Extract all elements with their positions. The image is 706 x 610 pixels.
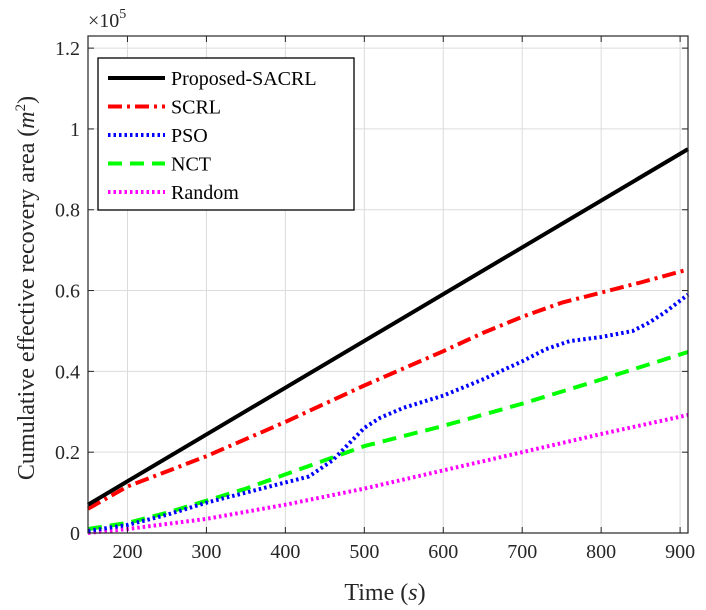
x-axis-label-var: s	[408, 580, 417, 606]
y-axis-exponent: ×105	[88, 7, 126, 32]
plot-frame	[87, 35, 689, 534]
axis-ticks: 200 300 400 500 600 700 800 900 0 0.2 0.4 0.6 0.8 1 1.…	[55, 36, 695, 563]
x-axis-label: Time (s)	[344, 580, 425, 606]
x-axis-label-main: Time (	[344, 580, 408, 606]
x-tick-label: 600	[428, 541, 458, 563]
x-tick-label: 400	[270, 541, 300, 563]
y-tick-label: 0	[70, 523, 80, 545]
y-axis-label-close: )	[14, 96, 40, 104]
y-tick-label: 0.2	[55, 442, 80, 464]
y-tick-label: 0.4	[55, 361, 80, 383]
y-tick-label: 0.8	[55, 200, 80, 222]
x-tick-label: 900	[665, 541, 695, 563]
series-line-proposed-sacrl	[86, 147, 690, 507]
series-line-random	[87, 413, 689, 535]
legend: Proposed-SACRL SCRL PSO NCT Random	[97, 57, 355, 211]
series-lines	[86, 147, 690, 535]
y-axis-label-var: m	[14, 111, 40, 128]
y-axis-label-main: Cumulative effective recovery area (	[14, 129, 40, 480]
y-axis-label-sup: 2	[13, 104, 29, 112]
legend-label-proposed-sacrl: Proposed-SACRL	[171, 68, 317, 90]
series-line-nct	[87, 350, 689, 531]
x-tick-label: 300	[191, 541, 221, 563]
exponent-base: ×10	[88, 10, 119, 32]
legend-label-pso: PSO	[171, 125, 208, 147]
exponent-power: 5	[119, 7, 126, 22]
y-tick-label: 0.6	[55, 281, 80, 303]
legend-box	[97, 57, 355, 211]
legend-label-random: Random	[171, 182, 239, 204]
x-tick-label: 800	[586, 541, 616, 563]
x-axis-label-close: )	[418, 580, 426, 606]
y-tick-label: 1.2	[55, 38, 80, 60]
y-tick-label: 1	[70, 119, 80, 141]
y-axis-label: Cumulative effective recovery area (m2)	[13, 96, 40, 480]
x-tick-label: 700	[507, 541, 537, 563]
series-line-scrl	[87, 267, 689, 511]
x-tick-label: 200	[112, 541, 142, 563]
series-line-pso	[87, 293, 690, 533]
legend-label-scrl: SCRL	[171, 97, 221, 119]
x-tick-label: 500	[349, 541, 379, 563]
legend-label-nct: NCT	[171, 154, 211, 176]
